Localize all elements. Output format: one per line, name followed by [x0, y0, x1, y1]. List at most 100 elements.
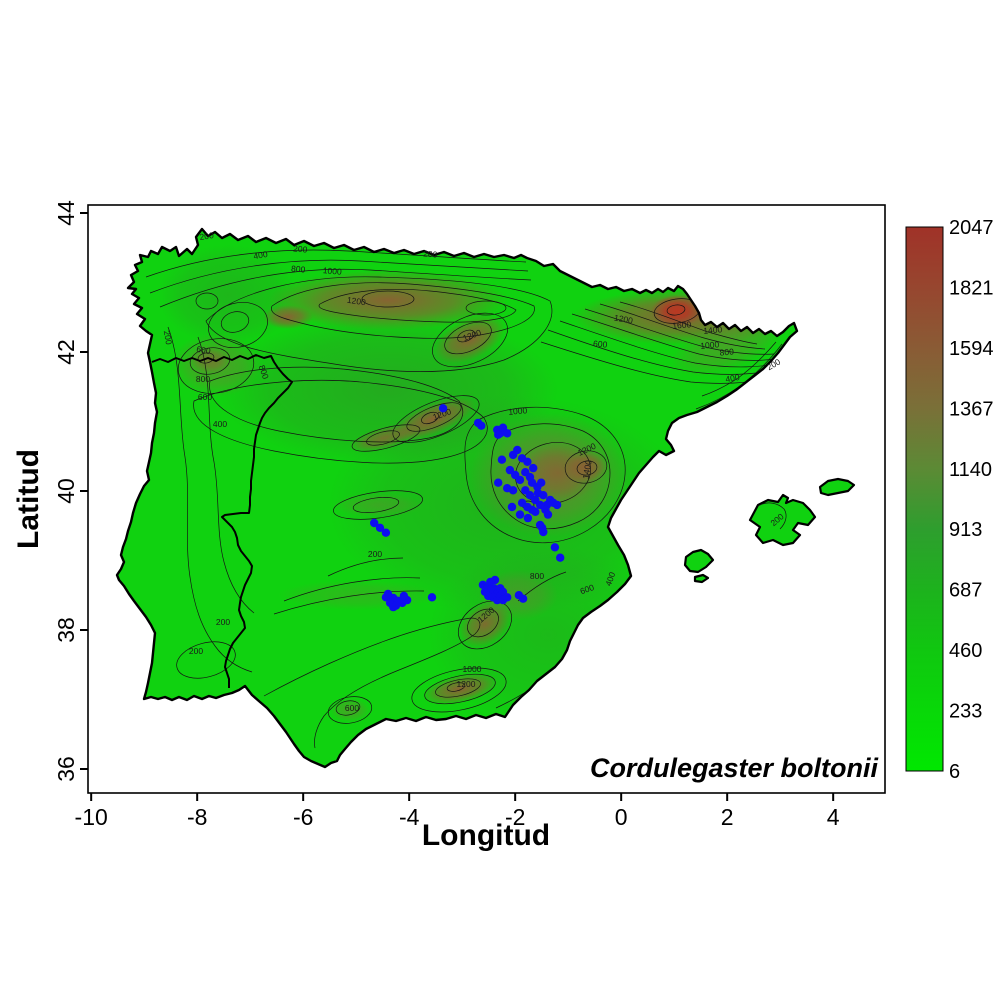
occurrence-point [543, 510, 553, 519]
legend-labels: 2047 1821 1594 1367 1140 913 687 460 233 6 [949, 217, 994, 783]
contour-value-label: 800 [719, 346, 734, 357]
occurrence-point [531, 507, 540, 516]
legend-value-label: 1594 [949, 338, 994, 360]
occurrence-point [486, 577, 495, 587]
portugal-spain-border [151, 354, 293, 688]
legend-value-label: 233 [949, 701, 982, 723]
occurrence-point [523, 513, 533, 523]
legend-colorbar [905, 226, 944, 772]
y-tick-label: 36 [53, 756, 79, 782]
contour-value-label: 1000 [322, 265, 342, 277]
occurrence-point [508, 450, 518, 460]
y-axis-ticks: 36 38 40 42 44 [53, 200, 88, 782]
contour-value-label: 200 [293, 243, 308, 254]
occurrence-point [399, 591, 409, 601]
occurrence-point [381, 528, 391, 537]
contour-value-label: 800 [291, 263, 306, 274]
occurrence-point [427, 593, 437, 602]
occurrence-point [494, 430, 503, 439]
occurrence-point [556, 553, 565, 562]
x-axis-title: Longitud [422, 819, 550, 852]
contour-value-label: 200 [162, 330, 174, 346]
x-tick-label: -8 [187, 804, 207, 830]
occurrence-point [518, 594, 528, 603]
x-tick-label: 2 [721, 804, 734, 830]
occurrence-point [550, 543, 560, 552]
occurrence-point [507, 502, 517, 512]
x-tick-label: 0 [615, 804, 628, 830]
contour-value-label: 800 [196, 374, 210, 384]
contour-lines [145, 249, 797, 749]
contour-value-label: 600 [579, 582, 596, 596]
occurrence-point [375, 523, 385, 532]
contour-value-label: 1200 [346, 295, 366, 308]
contour-value-label: 200 [199, 230, 215, 242]
occurrence-point [505, 465, 515, 475]
elevation-legend: 2047 1821 1594 1367 1140 913 687 460 233 6 [905, 217, 994, 783]
contour-value-label: 800 [530, 571, 544, 581]
contour-value-label: 600 [198, 392, 212, 402]
occurrence-point [515, 510, 525, 519]
y-tick-label: 44 [53, 200, 79, 226]
occurrence-point [521, 486, 530, 495]
contour-value-label: 1200 [613, 312, 634, 325]
contour-value-label: 1400 [703, 324, 723, 336]
x-tick-label: -4 [399, 804, 420, 830]
occurrence-point [391, 601, 401, 610]
x-tick-label: -10 [75, 804, 108, 830]
occurrence-point [539, 491, 548, 500]
contour-value-label: 1000 [700, 339, 720, 351]
legend-value-label: 1367 [949, 398, 994, 420]
occurrence-point [494, 478, 503, 487]
occurrence-point [503, 429, 512, 438]
legend-value-label: 687 [949, 580, 982, 602]
contour-value-label: 1200 [457, 679, 476, 689]
contour-value-label: 600 [593, 338, 608, 349]
contour-value-label: 1000 [463, 664, 482, 674]
legend-value-label: 913 [949, 519, 982, 541]
occurrence-point [552, 500, 562, 510]
occurrence-point [477, 421, 486, 430]
y-axis-title: Latitud [12, 449, 45, 549]
contour-value-label: 400 [725, 372, 741, 384]
occurrence-point [523, 457, 532, 466]
contour-value-label: 1000 [508, 405, 528, 417]
legend-value-label: 1821 [949, 277, 994, 299]
x-tick-label: -6 [293, 804, 313, 830]
contour-value-label: 200 [423, 248, 438, 259]
y-tick-label: 38 [53, 617, 79, 643]
plot-border [87, 204, 886, 794]
contour-value-label: 400 [603, 570, 617, 587]
y-tick-label: 40 [53, 478, 79, 504]
occurrence-point [497, 455, 507, 464]
occurrence-point [511, 470, 520, 480]
contour-value-label: 1600 [672, 319, 692, 331]
legend-value-label: 6 [949, 761, 960, 783]
occurrence-point [529, 463, 538, 473]
coastline [115, 227, 799, 769]
x-tick-label: 4 [827, 804, 840, 830]
occurrence-point [508, 486, 518, 495]
contour-value-label: 400 [213, 419, 227, 429]
legend-value-label: 1140 [949, 459, 992, 481]
x-tick-label: -2 [505, 804, 525, 830]
occurrence-point [535, 500, 545, 510]
contour-value-label: 200 [216, 617, 230, 627]
occurrence-point [537, 478, 546, 487]
x-axis-ticks: -10 -8 -6 -4 -2 0 2 4 [75, 793, 840, 830]
occurrence-points [370, 404, 565, 612]
legend-value-label: 460 [949, 640, 982, 662]
y-tick-label: 42 [53, 339, 79, 365]
occurrence-point [383, 589, 393, 599]
legend-value-label: 2047 [949, 217, 994, 239]
occurrence-point [539, 527, 548, 537]
species-annotation: Cordulegaster boltonii [590, 753, 879, 783]
contour-value-label: 1400 [580, 459, 593, 480]
balearic-islands [683, 477, 856, 584]
contour-value-label: 200 [368, 549, 382, 559]
contour-value-label: 600 [345, 703, 359, 713]
contour-value-label: 200 [189, 646, 203, 656]
